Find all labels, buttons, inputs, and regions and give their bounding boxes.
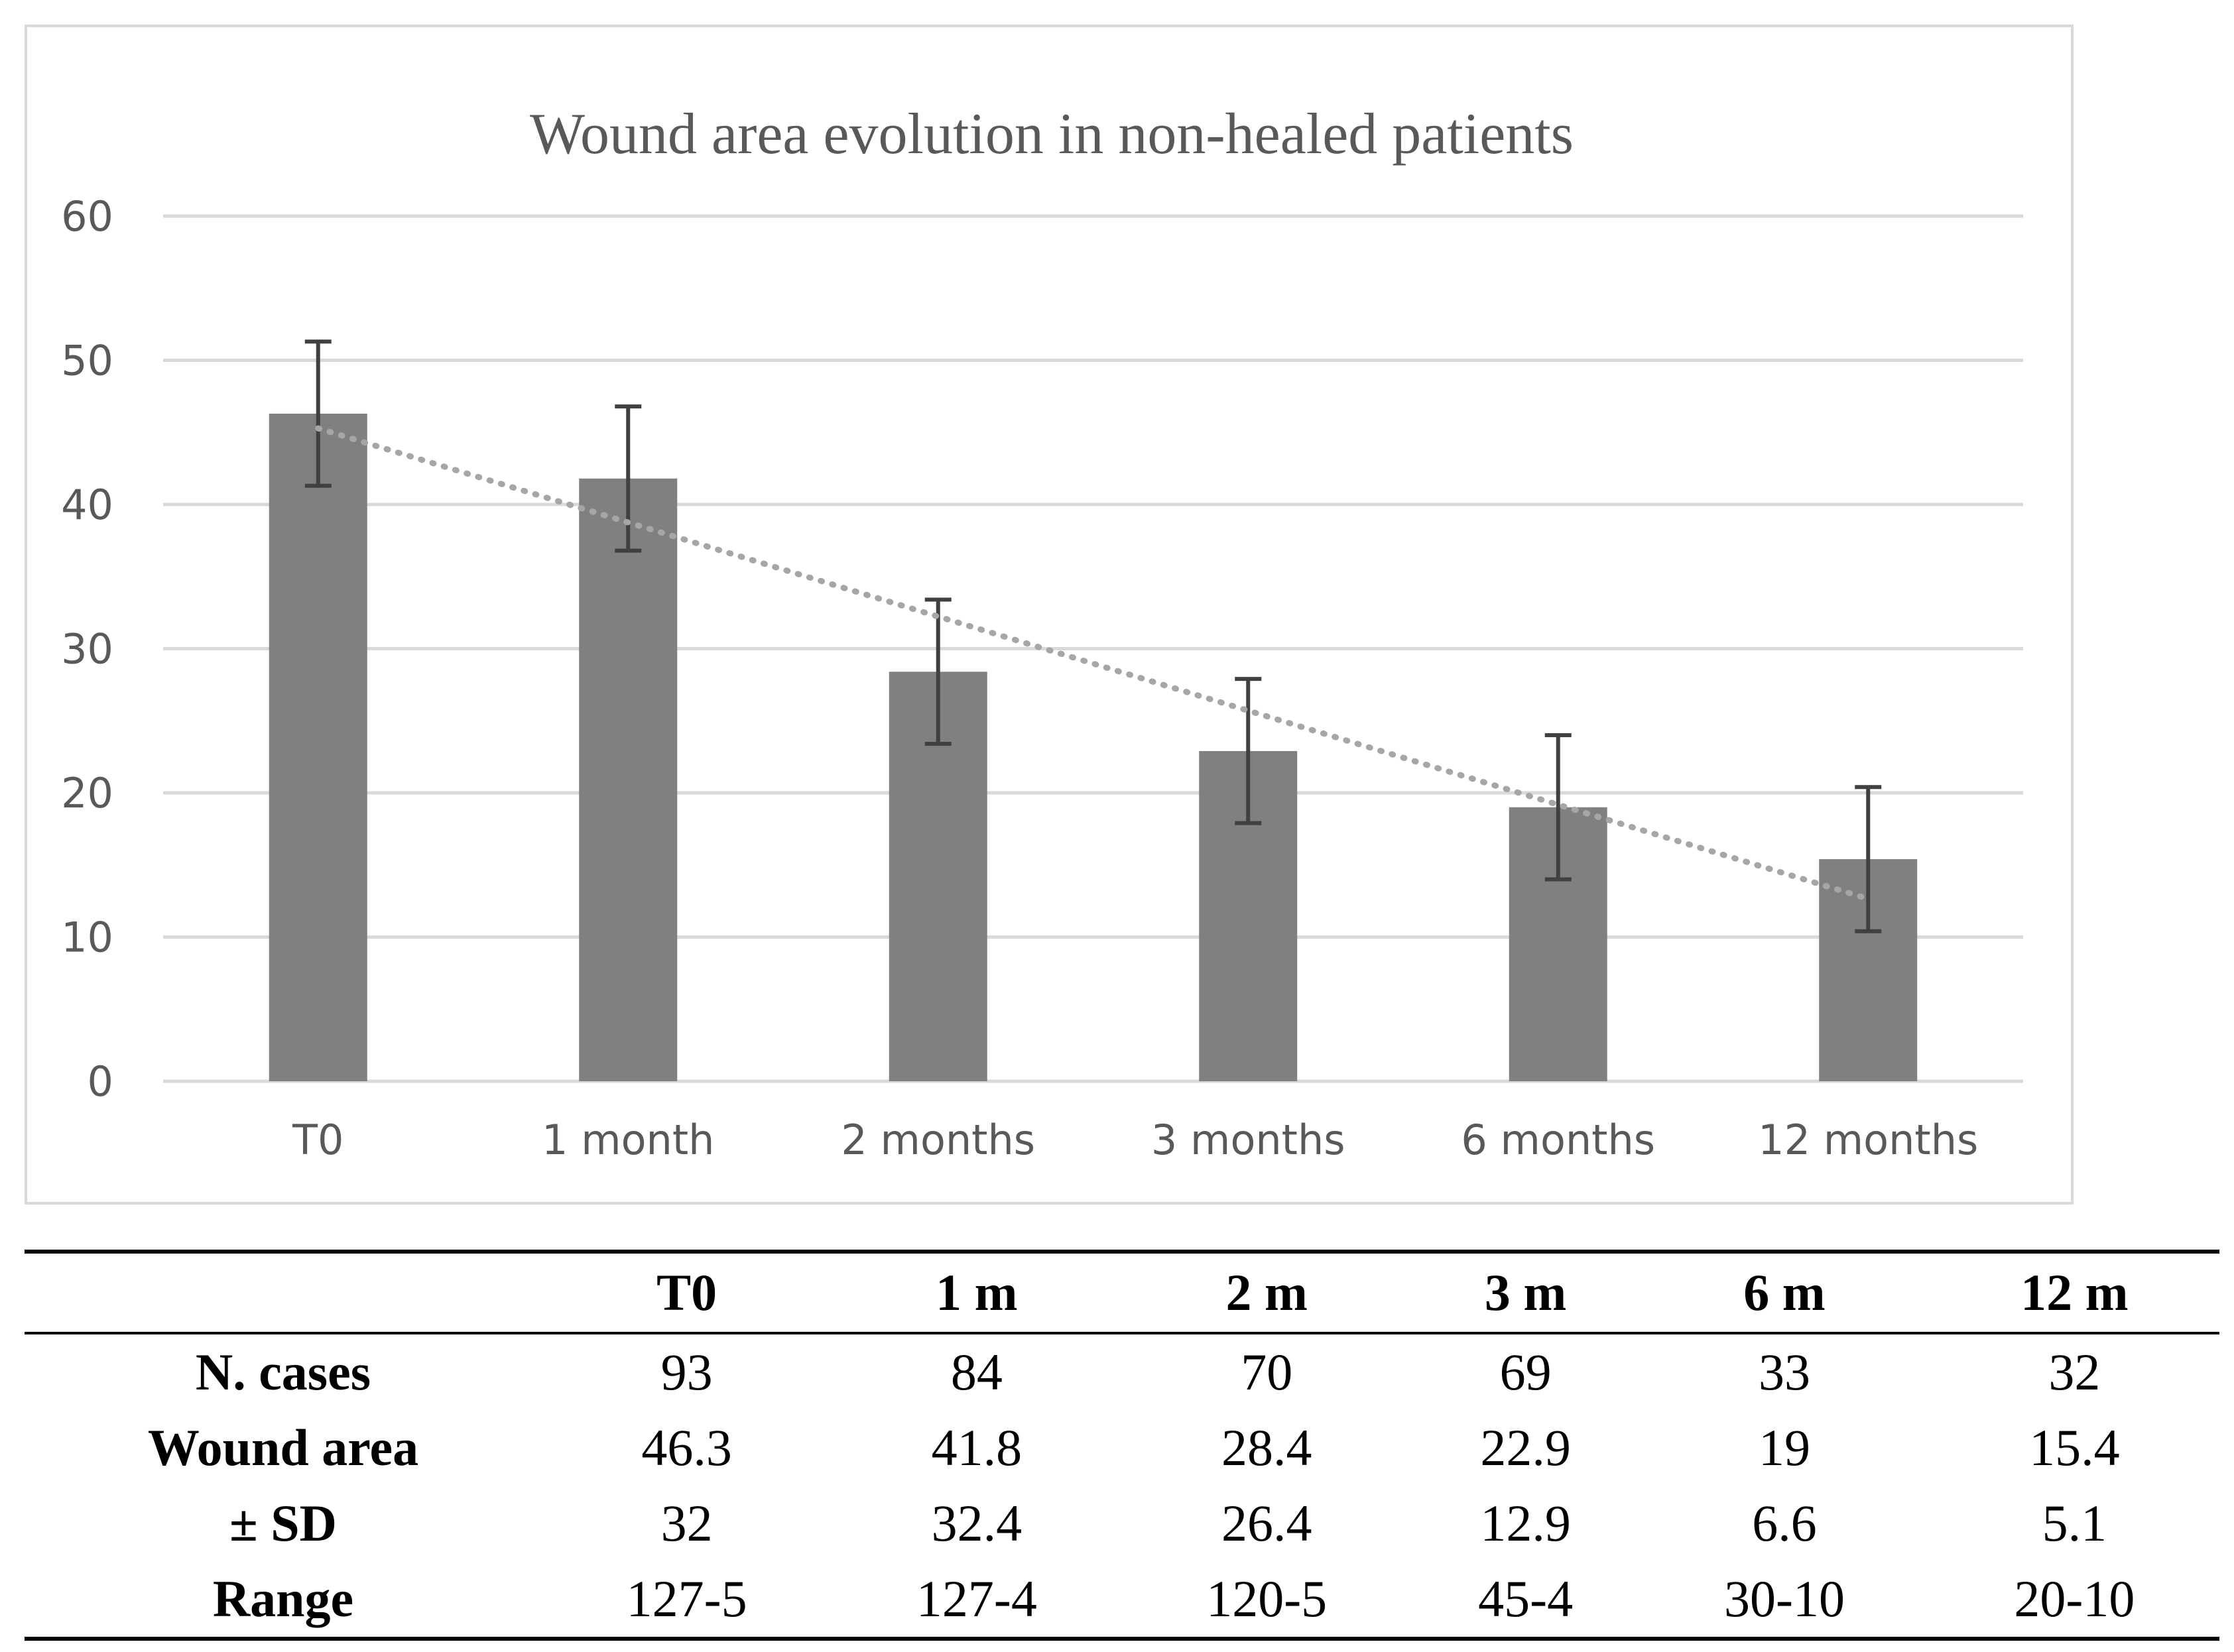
trendline-path [315,425,1871,902]
table-row: Range 127-5 127-4 120-5 45-4 30-10 20-10 [25,1561,2219,1639]
chart-container: Wound area evolution in non-healed patie… [25,25,2074,1205]
table-cell: 22.9 [1480,1419,1571,1476]
table-cell: 120-5 [1206,1570,1328,1627]
table-header-cell: 2 m [1225,1264,1308,1321]
x-axis-ticks: T0 1 month 2 months 3 months 6 months 12 mont… [292,1116,1978,1164]
gridlines [163,214,2023,1083]
error-bars [304,339,1882,933]
table-cell: 20-10 [2014,1570,2135,1627]
bar [269,413,367,1081]
table-cell: 32 [2048,1343,2101,1401]
table-row: N. cases 93 84 70 69 33 32 [25,1333,2219,1410]
table-header-cell: 3 m [1484,1264,1567,1321]
table-cell: 28.4 [1221,1419,1312,1476]
chart-title: Wound area evolution in non-healed patie… [530,102,1574,166]
x-tick-label: T0 [292,1116,343,1164]
table-cell: 46.3 [641,1419,732,1476]
table-header-cell [25,1252,542,1333]
table-cell: 69 [1499,1343,1552,1401]
table-cell: 30-10 [1724,1570,1845,1627]
y-tick-label: 30 [61,625,113,674]
table-header-row: T0 1 m 2 m 3 m 6 m 12 m [25,1252,2219,1333]
x-tick-label: 3 months [1151,1116,1345,1164]
x-tick-label: 12 months [1758,1116,1978,1164]
data-table: T0 1 m 2 m 3 m 6 m 12 m N. cases 93 84 7… [25,1250,2219,1641]
x-tick-label: 2 months [841,1116,1035,1164]
y-axis-ticks: 0 10 20 30 40 50 60 [61,192,113,1106]
row-label: N. cases [195,1343,371,1401]
bars [269,413,1918,1081]
table-cell: 70 [1241,1343,1293,1401]
table-cell: 19 [1759,1419,1811,1476]
table-header-cell: T0 [656,1264,717,1321]
row-label: ± SD [229,1494,338,1552]
table-cell: 41.8 [931,1419,1023,1476]
x-tick-label: 6 months [1461,1116,1655,1164]
y-tick-label: 0 [88,1057,113,1106]
y-tick-label: 50 [61,337,113,385]
table-header-cell: 1 m [936,1264,1018,1321]
row-label: Wound area [147,1419,419,1476]
x-tick-label: 1 month [542,1116,714,1164]
table-cell: 32.4 [931,1494,1023,1552]
table-header-cell: 12 m [2020,1264,2129,1321]
table-cell: 6.6 [1752,1494,1817,1552]
table-cell: 32 [660,1494,713,1552]
table-cell: 5.1 [2042,1494,2107,1552]
trendline [315,425,1871,902]
table-row: Wound area 46.3 41.8 28.4 22.9 19 15.4 [25,1410,2219,1486]
bar [579,478,678,1081]
table-header-cell: 6 m [1743,1264,1826,1321]
table-cell: 93 [660,1343,713,1401]
table-cell: 33 [1759,1343,1811,1401]
row-label: Range [212,1570,354,1627]
table-cell: 15.4 [2029,1419,2120,1476]
table-cell: 12.9 [1480,1494,1571,1552]
chart-svg: Wound area evolution in non-healed patie… [61,102,2023,1164]
table-cell: 45-4 [1478,1570,1574,1627]
table-cell: 127-4 [916,1570,1037,1627]
y-tick-label: 40 [61,481,113,529]
y-tick-label: 60 [61,192,113,241]
y-tick-label: 10 [61,914,113,962]
table-cell: 84 [950,1343,1003,1401]
y-tick-label: 20 [61,769,113,817]
table-cell: 26.4 [1221,1494,1312,1552]
table-row: ± SD 32 32.4 26.4 12.9 6.6 5.1 [25,1486,2219,1561]
table-cell: 127-5 [626,1570,747,1627]
